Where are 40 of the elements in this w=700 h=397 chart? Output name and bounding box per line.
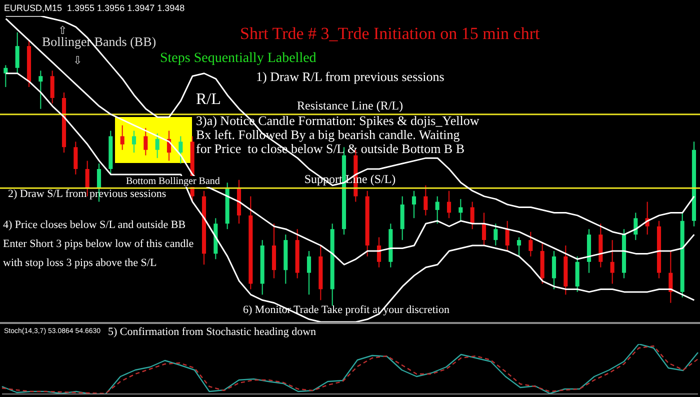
candlestick — [668, 250, 673, 304]
candlestick — [458, 198, 463, 222]
candlestick — [482, 212, 486, 246]
candlestick — [376, 236, 382, 268]
candlestick — [38, 70, 43, 110]
ref-line-label: Resistance Line (R/L) — [297, 98, 403, 112]
candlestick — [610, 240, 614, 284]
candlestick — [74, 141, 78, 175]
annotation: Steps Sequentially Labelled — [160, 50, 316, 67]
candlestick — [516, 236, 522, 257]
candlestick — [412, 190, 416, 219]
candlestick — [155, 132, 160, 159]
candlestick — [132, 130, 136, 154]
text: 5) Confirmation from Stochastic heading down — [108, 326, 316, 338]
chart-subtitle: Shrt Trde # 3_Trde Initiation on 15 min chrt — [240, 24, 540, 44]
candlestick — [505, 220, 510, 252]
annotation: ⇧ — [58, 24, 68, 37]
candlestick — [50, 70, 54, 104]
candlestick — [552, 250, 556, 290]
candlestick — [178, 136, 183, 164]
candlestick — [424, 184, 428, 216]
annotation: 1) Draw R/L from previous sessions — [256, 69, 444, 85]
candlestick — [15, 32, 20, 74]
annotation: ⇩ — [73, 54, 82, 68]
chart-title: EURUSD,M15 1.3955 1.3956 1.3947 1.3948 — [2, 2, 187, 14]
candlestick — [306, 250, 312, 296]
candlestick — [470, 201, 474, 230]
candlestick — [446, 190, 452, 219]
annotation: Bottom Bollinger Band — [126, 176, 220, 187]
candlestick — [435, 196, 440, 224]
annotation: R/L — [196, 90, 221, 109]
candlestick — [120, 124, 124, 150]
annotation: Bollinger Bands (BB) — [42, 34, 156, 50]
candlestick — [144, 128, 148, 156]
candlestick — [494, 223, 498, 246]
annotation: 4) Price closes below S/L and outside BB Enter Short 3 pips below low of this candle with stop loss 3 pips above the S/L — [3, 218, 194, 271]
annotation: 6) Monitor Trade Take profit at your discretion — [243, 303, 450, 317]
candlestick — [528, 231, 533, 257]
candlestick — [85, 160, 90, 197]
candlestick — [4, 64, 8, 88]
